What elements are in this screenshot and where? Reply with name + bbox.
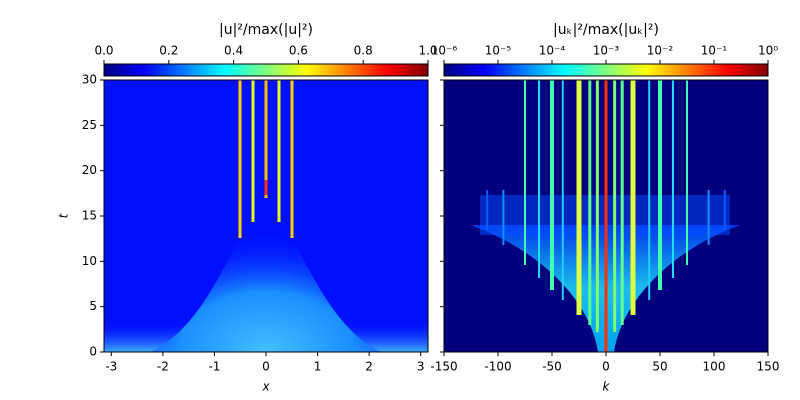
x-tick-label: 3 [417, 360, 425, 374]
colorbar-tick-label: 10⁻² [647, 44, 674, 58]
x-tick-label: -1 [208, 360, 220, 374]
colorbar-tick-label: 1.0 [418, 44, 437, 58]
y-tick-label: 20 [82, 163, 97, 177]
x-tick-label: 0 [602, 360, 610, 374]
x-tick-label: -50 [542, 360, 562, 374]
x-tick-label: -2 [157, 360, 169, 374]
y-axis-label: t [57, 212, 71, 218]
colorbar-tick-label: 10⁻⁴ [539, 44, 566, 58]
x-tick-label: 100 [703, 360, 726, 374]
y-tick-label: 15 [82, 209, 97, 223]
y-tick-label: 5 [89, 299, 97, 313]
y-tick-label: 25 [82, 118, 97, 132]
x-tick-label: -3 [105, 360, 117, 374]
x-tick-label: -100 [484, 360, 511, 374]
colorbar-title: |u|²/max(|u|²) [219, 22, 313, 38]
x-axis-label: x [261, 380, 270, 394]
x-tick-label: 1 [314, 360, 322, 374]
colorbar-tick-label: 10⁻⁶ [431, 44, 458, 58]
colorbar-tick-label: 0.6 [289, 44, 308, 58]
colorbar [443, 63, 769, 77]
colorbar-tick-label: 0.8 [354, 44, 373, 58]
colorbar-tick-label: 0.2 [159, 44, 178, 58]
colorbar-tick-label: 10⁻⁵ [485, 44, 512, 58]
x-tick-label: 150 [757, 360, 780, 374]
y-tick-label: 0 [89, 345, 97, 359]
y-tick-label: 10 [82, 254, 97, 268]
y-tick-label: 30 [82, 73, 97, 87]
colorbar-title: |uₖ|²/max(|uₖ|²) [553, 22, 659, 38]
x-axis-label: k [603, 380, 611, 394]
x-tick-label: 0 [262, 360, 270, 374]
colorbar-tick-label: 10⁰ [758, 44, 778, 58]
colorbar [103, 63, 429, 77]
heatmap-image [104, 80, 428, 352]
colorbar-tick-label: 10⁻³ [593, 44, 620, 58]
heatmap-image [444, 80, 768, 352]
x-tick-label: 50 [652, 360, 667, 374]
x-tick-label: -150 [430, 360, 457, 374]
colorbar-tick-label: 0.4 [224, 44, 243, 58]
x-tick-label: 2 [365, 360, 373, 374]
colorbar-tick-label: 0.0 [94, 44, 113, 58]
colorbar-tick-label: 10⁻¹ [701, 44, 728, 58]
